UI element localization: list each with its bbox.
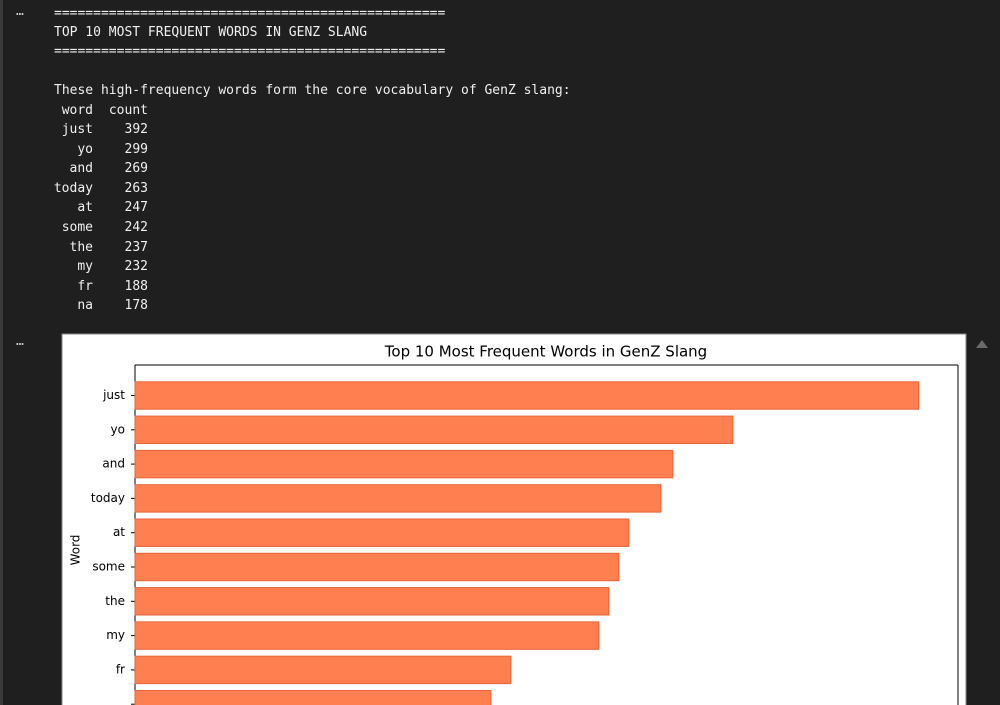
bar <box>134 518 630 547</box>
count-cell: 263 <box>124 180 148 196</box>
heading: TOP 10 MOST FREQUENT WORDS IN GENZ SLANG <box>54 25 368 40</box>
scroll-up[interactable] <box>976 340 988 348</box>
bar <box>134 587 610 616</box>
y-tick-label: fr <box>116 662 125 676</box>
word-cell: the <box>69 239 93 255</box>
output-marker[interactable]: … <box>16 334 25 349</box>
word-cell: my <box>77 259 93 275</box>
count-cell: 247 <box>124 200 148 216</box>
separator: ========================================… <box>54 6 446 21</box>
column-header: count <box>108 103 148 118</box>
word-cell: some <box>61 220 93 235</box>
column-header: word <box>61 103 93 118</box>
word-cell: na <box>77 298 93 314</box>
separator: ========================================… <box>54 44 446 59</box>
y-tick-label: some <box>92 560 125 574</box>
word-cell: fr <box>77 278 93 294</box>
count-cell: 232 <box>124 259 148 275</box>
y-tick-label: at <box>113 525 125 539</box>
bar <box>134 655 512 685</box>
count-cell: 237 <box>124 239 148 255</box>
count-cell: 392 <box>124 122 148 137</box>
count-cell: 188 <box>124 278 148 294</box>
y-tick-label: today <box>91 491 125 505</box>
bar <box>134 449 674 479</box>
intro-text: These high-frequency words form the core… <box>54 83 571 98</box>
word-cell: yo <box>77 141 93 157</box>
output-marker[interactable]: … <box>16 4 25 19</box>
y-tick-label: my <box>106 628 125 642</box>
y-tick-label: just <box>102 388 125 402</box>
bar <box>134 381 920 410</box>
word-cell: at <box>77 200 93 216</box>
bar <box>134 621 600 650</box>
y-axis-label: Word <box>69 535 83 566</box>
count-cell: 242 <box>124 220 148 235</box>
word-cell: just <box>61 122 93 137</box>
count-cell: 299 <box>124 141 148 157</box>
chart-title: Top 10 Most Frequent Words in GenZ Slang <box>384 343 707 361</box>
bar <box>134 689 492 705</box>
cell-border <box>0 0 3 705</box>
word-cell: and <box>69 161 93 177</box>
bar <box>134 552 620 582</box>
y-tick-label: yo <box>111 422 125 436</box>
bar <box>134 484 662 513</box>
y-tick-label: the <box>105 594 125 608</box>
y-tick-label: and <box>102 457 125 471</box>
word-cell: today <box>53 180 93 196</box>
count-cell: 269 <box>124 161 148 177</box>
bar <box>134 415 734 445</box>
count-cell: 178 <box>124 298 148 314</box>
